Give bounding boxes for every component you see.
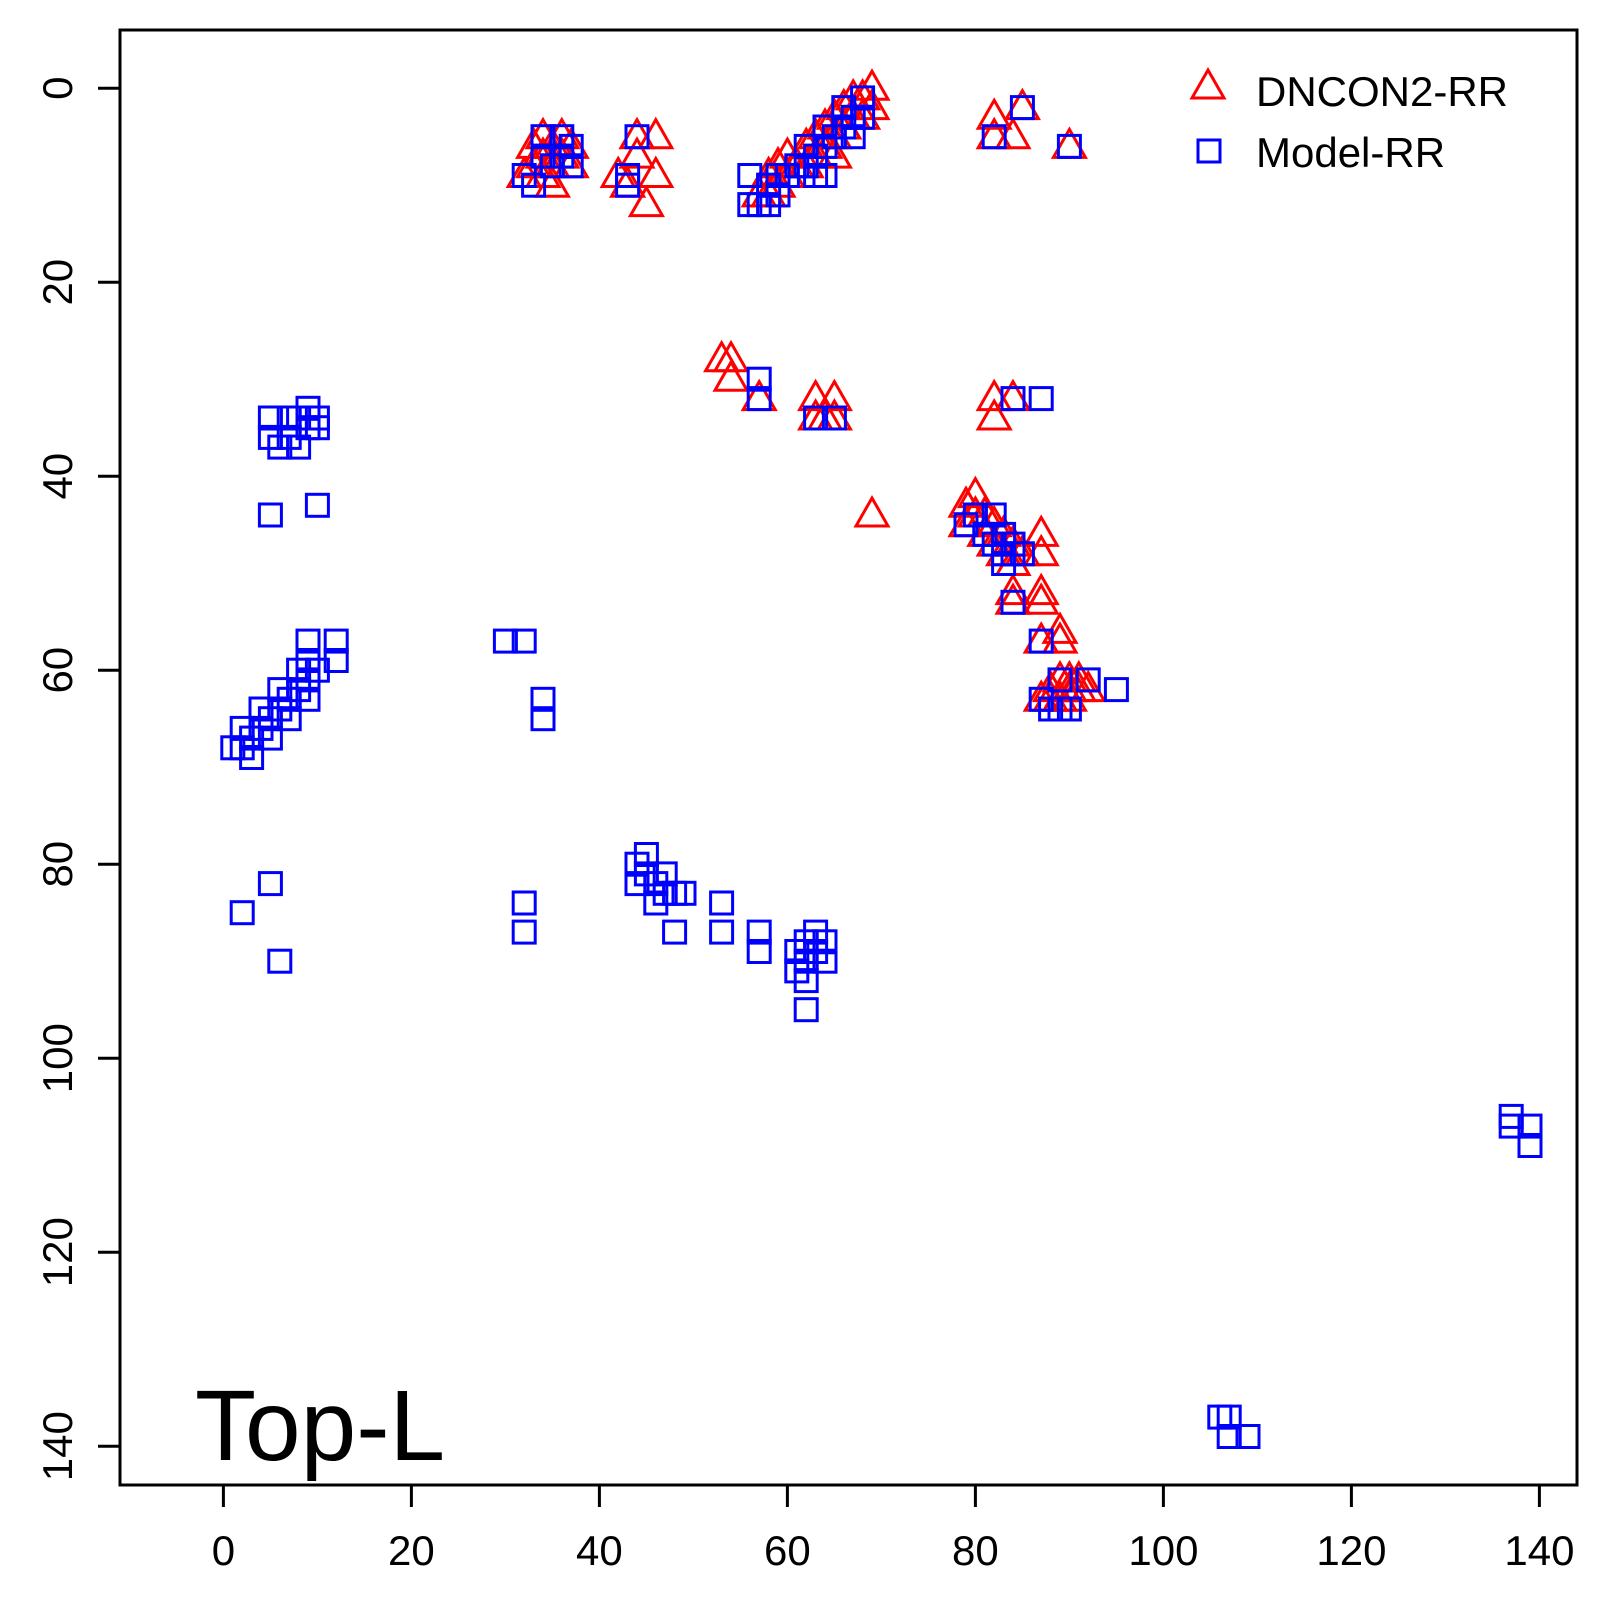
y-axis: 0 20 40 60 80 100 120 140 bbox=[34, 77, 120, 1482]
x-tick-label: 100 bbox=[1128, 1527, 1198, 1574]
x-tick-label: 140 bbox=[1504, 1527, 1574, 1574]
legend-label-model: Model-RR bbox=[1256, 129, 1445, 176]
plot-frame bbox=[120, 30, 1577, 1485]
triangle-point bbox=[1025, 576, 1057, 604]
square-point bbox=[1030, 388, 1052, 410]
y-tick-label: 0 bbox=[34, 77, 81, 100]
y-tick-label: 40 bbox=[34, 453, 81, 500]
triangle-point bbox=[856, 498, 888, 526]
square-point bbox=[513, 892, 535, 914]
y-tick-label: 140 bbox=[34, 1411, 81, 1481]
square-point bbox=[664, 921, 686, 943]
x-tick-label: 40 bbox=[576, 1527, 623, 1574]
triangle-point bbox=[630, 188, 662, 216]
y-tick-label: 60 bbox=[34, 647, 81, 694]
square-point bbox=[711, 892, 733, 914]
x-tick-label: 120 bbox=[1316, 1527, 1386, 1574]
square-point bbox=[259, 504, 281, 526]
square-point bbox=[269, 950, 291, 972]
square-point bbox=[306, 494, 328, 516]
square-point bbox=[1105, 679, 1127, 701]
y-tick-label: 120 bbox=[34, 1217, 81, 1287]
y-tick-label: 100 bbox=[34, 1023, 81, 1093]
x-tick-label: 60 bbox=[764, 1527, 811, 1574]
y-tick-label: 80 bbox=[34, 841, 81, 888]
triangle-point bbox=[640, 159, 672, 187]
square-point bbox=[795, 999, 817, 1021]
legend-triangle-marker bbox=[1192, 70, 1224, 98]
triangle-point bbox=[1025, 517, 1057, 545]
y-tick-label: 20 bbox=[34, 259, 81, 306]
square-point bbox=[1058, 135, 1080, 157]
x-tick-label: 80 bbox=[952, 1527, 999, 1574]
triangle-point bbox=[715, 362, 747, 390]
square-point bbox=[513, 921, 535, 943]
square-point bbox=[1011, 97, 1033, 119]
x-axis: 0 20 40 60 80 100 120 140 bbox=[212, 1485, 1575, 1574]
legend-label-dncon2: DNCON2-RR bbox=[1256, 68, 1508, 115]
panel-label: Top-L bbox=[195, 1370, 445, 1482]
triangle-point bbox=[1025, 585, 1057, 613]
triangle-point bbox=[978, 401, 1010, 429]
triangle-point bbox=[978, 100, 1010, 128]
square-point bbox=[231, 902, 253, 924]
square-point bbox=[711, 921, 733, 943]
x-tick-label: 0 bbox=[212, 1527, 235, 1574]
x-tick-label: 20 bbox=[388, 1527, 435, 1574]
legend: DNCON2-RR Model-RR bbox=[1192, 68, 1508, 176]
series-square-group bbox=[222, 87, 1541, 1448]
legend-square-marker bbox=[1198, 140, 1220, 162]
data-points bbox=[222, 71, 1541, 1447]
square-point bbox=[259, 873, 281, 895]
